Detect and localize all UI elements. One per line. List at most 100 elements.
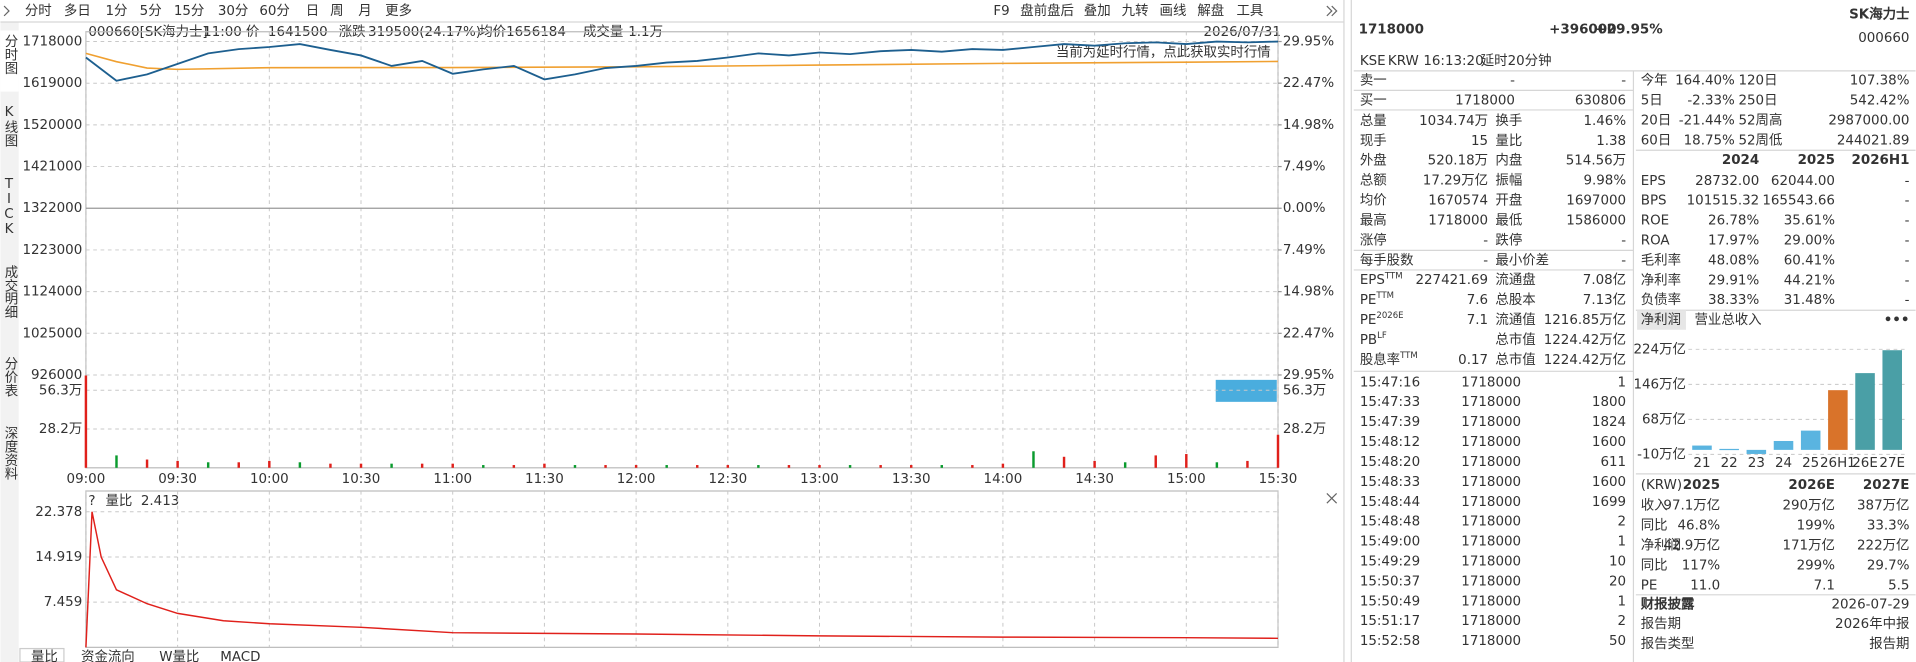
perf-label: 今年 <box>1641 73 1668 89</box>
toolbar-button[interactable]: 盘前盘后 <box>1020 2 1074 19</box>
toolbar-button[interactable]: 九转 <box>1122 3 1149 19</box>
toolbar-button[interactable]: 多日 <box>64 2 91 19</box>
disclosure-date: 2026-07-29 <box>1831 598 1909 613</box>
delay-notice[interactable]: 当前为延时行情，点此获取实时行情 <box>1056 44 1271 61</box>
stat-label: 最小价差 <box>1495 252 1549 268</box>
volume-bar <box>482 465 485 468</box>
bottom-tab[interactable]: W量比 <box>159 649 199 662</box>
toolbar-button[interactable]: 周 <box>330 4 343 19</box>
toolbar-button[interactable]: 1分 <box>105 3 127 19</box>
chart-tab[interactable]: 净利润 <box>1641 312 1681 328</box>
bottom-tab[interactable]: 资金流向 <box>81 649 135 662</box>
stat-label-main: PE <box>1360 313 1377 328</box>
side-tab[interactable]: 分时图 <box>1 34 18 75</box>
perf-label: 120日 <box>1738 74 1777 89</box>
forecast-value: 11.0 <box>1690 578 1720 593</box>
stat-label-main: 股息率 <box>1360 351 1400 368</box>
y-tick-label: -10万亿 <box>1637 446 1686 462</box>
bottom-tab[interactable]: MACD <box>220 650 260 662</box>
trade-price: 1718000 <box>1461 495 1521 510</box>
volume-bar <box>1154 455 1157 468</box>
volume-bar <box>573 465 577 468</box>
avg-line <box>85 52 1279 71</box>
x-tick-label: 12:00 <box>617 472 656 487</box>
toolbar-button[interactable]: 30分 <box>218 3 249 19</box>
trade-time: 15:48:20 <box>1360 455 1420 470</box>
side-tab[interactable]: K线图 <box>1 105 18 147</box>
volume-bar <box>1093 460 1096 468</box>
toolbar-button[interactable]: 15分 <box>174 3 205 19</box>
volume-bar <box>512 465 516 468</box>
trade-price: 1718000 <box>1461 435 1521 450</box>
volume-bar <box>145 459 149 468</box>
toolbar-button[interactable]: F9 <box>993 4 1009 19</box>
forecast-value: 33.3% <box>1867 519 1910 534</box>
volume-tick-label: 28.2万 <box>39 422 82 437</box>
x-tick-label: 27E <box>1879 456 1905 471</box>
pct-tick-label: 22.47% <box>1283 76 1334 91</box>
x-tick-label: 11:00 <box>433 472 472 487</box>
perf-value: 107.38% <box>1850 74 1910 89</box>
toolbar-button[interactable]: 画线 <box>1160 3 1187 19</box>
disclosure-value: 报告期 <box>1869 636 1909 652</box>
stat-label: PETTM <box>1360 291 1394 308</box>
trade-volume: 50 <box>1609 634 1626 649</box>
stat-value: 1224.42万亿 <box>1544 352 1626 368</box>
order-label: 买一 <box>1360 93 1387 109</box>
forecast-value: 42.9万亿 <box>1663 537 1720 553</box>
toolbar-button[interactable]: 叠加 <box>1084 3 1111 19</box>
fin-label: 毛利率 <box>1641 251 1681 268</box>
stat-value: - <box>1483 233 1488 248</box>
toolbar-button[interactable]: 月 <box>358 4 371 19</box>
perf-label: 5日 <box>1641 94 1663 109</box>
toolbar-button[interactable]: 60分 <box>259 3 290 19</box>
price-line <box>85 40 1279 82</box>
forecast-value: 299% <box>1797 558 1836 573</box>
side-bar <box>0 21 19 662</box>
forecast-value: 387万亿 <box>1857 498 1909 514</box>
side-tab[interactable]: TICK <box>1 177 16 237</box>
side-tab[interactable]: 分价表 <box>1 356 18 397</box>
y-tick-label: 1520000 <box>22 118 82 133</box>
chart-tab[interactable]: 营业总收入 <box>1695 312 1762 328</box>
toolbar-button[interactable]: 工具 <box>1236 4 1263 19</box>
volume-bar <box>84 375 88 468</box>
x-tick-label: 22 <box>1721 456 1738 471</box>
y-tick-label: 224万亿 <box>1633 341 1685 357</box>
chevron[interactable] <box>1326 5 1338 17</box>
volume-bar <box>543 463 546 468</box>
side-tab[interactable]: 成交明细 <box>1 265 18 319</box>
side-tab[interactable]: 深度资料 <box>1 426 18 480</box>
fin-label: 净利率 <box>1641 271 1681 288</box>
y-tick-label: 926000 <box>31 368 82 383</box>
forecast-label: 同比 <box>1641 518 1668 534</box>
close-button[interactable] <box>1326 493 1338 504</box>
stat-label: 总市值 <box>1495 331 1535 348</box>
fin-header: 2025 <box>1798 153 1835 168</box>
order-label: 卖一 <box>1360 73 1387 89</box>
pct-tick-label: 29.95% <box>1283 35 1334 50</box>
bottom-tab[interactable]: 量比 <box>31 649 58 662</box>
fin-value: 44.21% <box>1784 273 1835 288</box>
stat-value: 7.6 <box>1467 293 1488 308</box>
trade-price: 1718000 <box>1461 634 1521 649</box>
toolbar-button[interactable]: 日 <box>306 4 319 19</box>
toolbar-button[interactable]: 分时 <box>25 3 52 19</box>
help-icon[interactable]: ? <box>88 494 95 509</box>
currency: KRW <box>1388 54 1419 69</box>
toolbar-button[interactable]: 解盘 <box>1197 2 1224 19</box>
volume-bar <box>1185 454 1188 468</box>
bar <box>1855 373 1875 450</box>
toolbar-button[interactable]: 更多 <box>385 2 412 19</box>
stat-label-main: PB <box>1360 333 1377 348</box>
pct-tick-label: 22.47% <box>1283 326 1334 341</box>
volume-bar <box>451 463 454 468</box>
volume-bar <box>1032 451 1035 468</box>
icon[interactable] <box>1215 379 1277 402</box>
more-button[interactable]: ••• <box>1884 313 1910 328</box>
stat-label: 最低 <box>1495 212 1522 228</box>
toolbar-button[interactable]: 5分 <box>140 3 162 19</box>
stat-label-main: PE <box>1360 293 1377 308</box>
trade-volume: 1800 <box>1592 395 1626 410</box>
chevron[interactable] <box>3 5 10 17</box>
